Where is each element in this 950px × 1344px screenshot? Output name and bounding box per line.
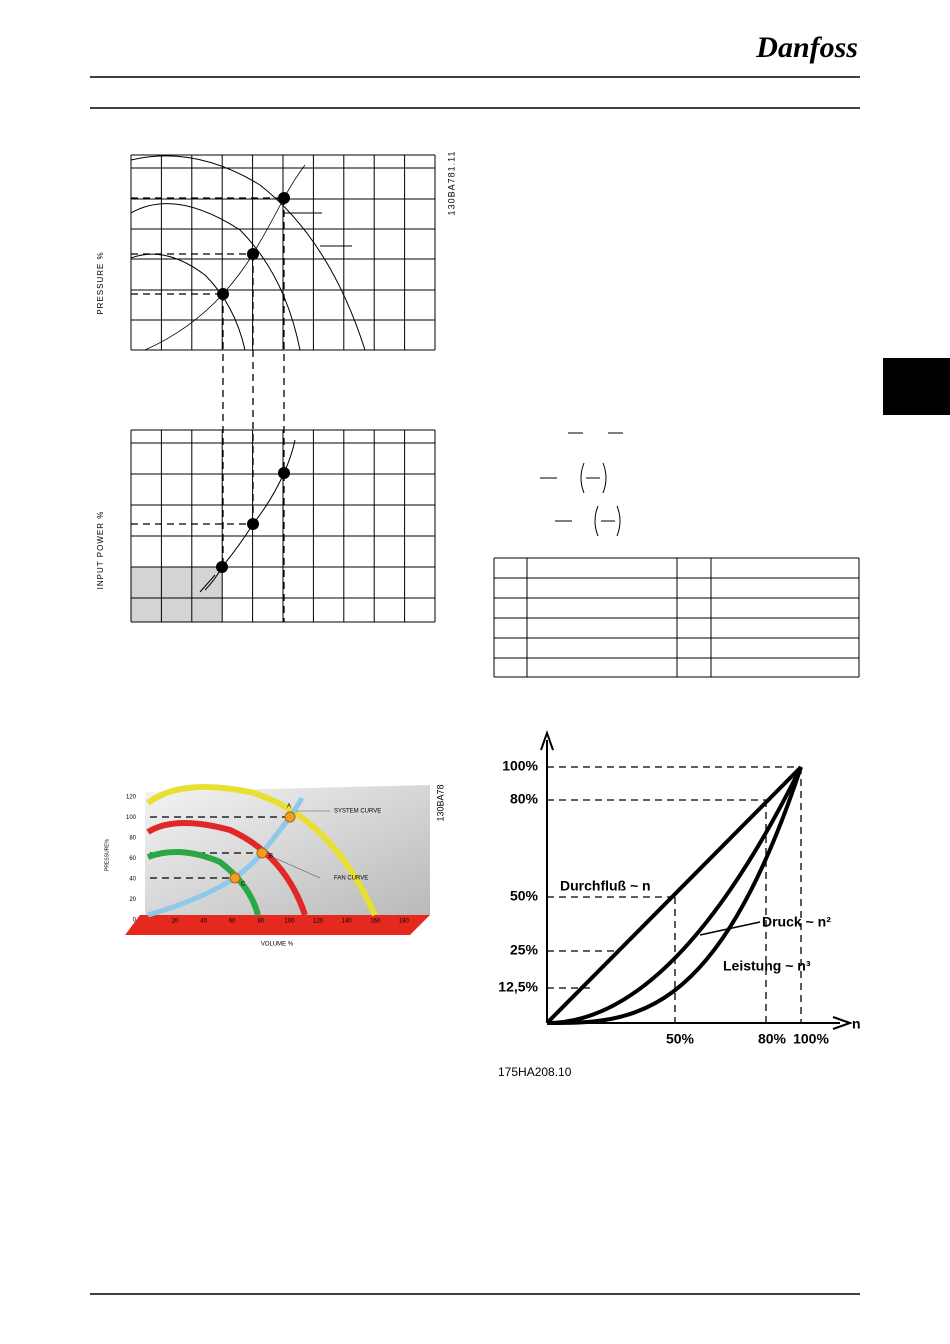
- label: SYSTEM CURVE: [334, 809, 381, 815]
- tick-label: 100: [284, 919, 295, 925]
- figure-1: PRESSURE % INPUT POWER % 130BA781.11: [96, 151, 456, 623]
- curves: [545, 765, 803, 1025]
- tick-label: 40: [129, 877, 136, 883]
- tick-label: 80: [257, 919, 264, 925]
- base: [125, 915, 430, 935]
- curve-label: Leistung ~ n³: [723, 958, 811, 974]
- system-curve: [144, 164, 306, 351]
- fan-curve: [146, 849, 261, 916]
- tick-label: 50%: [510, 888, 539, 904]
- axis-label: PRESSURE %: [96, 251, 105, 314]
- axis-label: n: [852, 1016, 861, 1032]
- equations: [540, 432, 623, 537]
- figure-2: 120 100 80 60 40 20 0 20 40 60 80 100 120 140 160 180 S…: [104, 783, 445, 948]
- curve-label: Druck ~ n²: [762, 914, 831, 930]
- tick-label: 140: [342, 919, 353, 925]
- figure-3: 100% 80% 50% 25% 12,5% 50% 80% 100% n Durchfluß…: [498, 729, 861, 1079]
- point-label: A: [287, 804, 291, 810]
- fan-curve: [146, 820, 308, 916]
- points: [216, 192, 290, 573]
- tick-label: 120: [313, 919, 324, 925]
- fan-curve: [146, 783, 378, 917]
- axis-title: VOLUME %: [261, 942, 294, 948]
- tick-label: 80%: [758, 1031, 787, 1047]
- tick-label: 50%: [666, 1031, 695, 1047]
- tick-label: 160: [370, 919, 381, 925]
- fan-curve: [130, 253, 246, 351]
- tick-label: 25%: [510, 942, 539, 958]
- fan-curve: [130, 203, 301, 351]
- axes: [540, 729, 854, 1030]
- tick-label: 100: [126, 815, 137, 821]
- curve-label: Durchfluß ~ n: [560, 878, 651, 894]
- fan-curve: [130, 155, 366, 351]
- chapter-tab: [883, 358, 950, 415]
- dashed-guides: [131, 197, 285, 622]
- tick-label: 40: [200, 919, 207, 925]
- tick-label: 80%: [510, 791, 539, 807]
- axis-title: PRESSURE%: [104, 838, 110, 871]
- figure-code: 175HA208.10: [498, 1065, 572, 1079]
- tick-label: 180: [399, 919, 410, 925]
- tick-label: 20: [129, 897, 136, 903]
- figure-code: 130BA781.11: [446, 151, 456, 216]
- point-label: C: [241, 882, 246, 888]
- point-label: B: [269, 854, 273, 860]
- tick-label: 100%: [793, 1031, 829, 1047]
- label: FAN CURVE: [334, 876, 368, 882]
- tick-label: 120: [126, 795, 137, 801]
- table: [493, 557, 860, 678]
- tick-label: 80: [129, 836, 136, 842]
- leader-lines: [199, 212, 352, 593]
- tick-label: 20: [172, 919, 179, 925]
- tick-label: 0: [133, 918, 137, 924]
- axis-label: INPUT POWER %: [96, 511, 105, 590]
- logo: Danfoss: [755, 31, 858, 64]
- tick-label: 60: [229, 919, 236, 925]
- figure-code: 130BA78: [435, 784, 445, 821]
- grid: [130, 154, 436, 623]
- tick-label: 100%: [502, 758, 538, 774]
- shaded-area: [131, 567, 222, 622]
- tick-label: 12,5%: [498, 979, 538, 995]
- tick-label: 60: [129, 856, 136, 862]
